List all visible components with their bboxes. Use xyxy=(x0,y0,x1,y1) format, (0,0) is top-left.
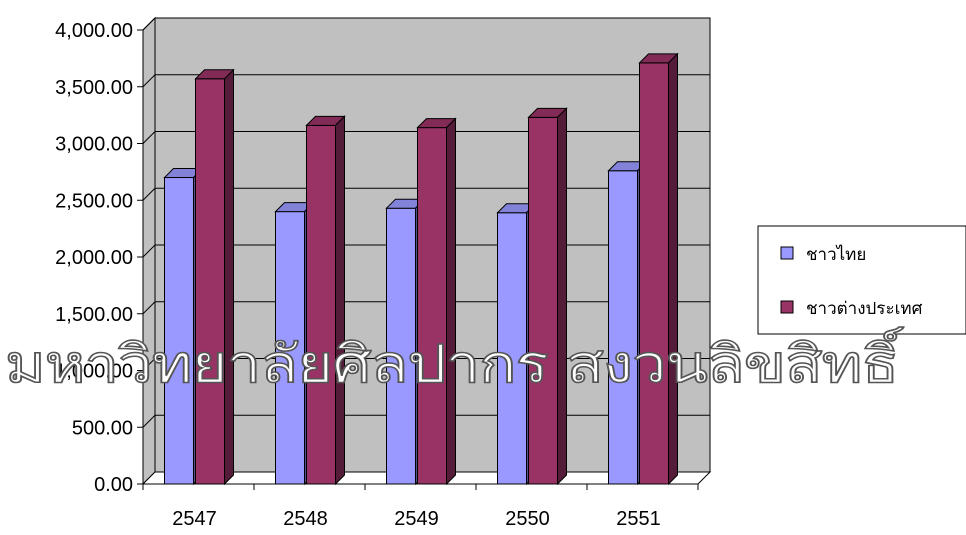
bar-front xyxy=(608,170,638,485)
legend-box xyxy=(757,225,966,335)
bars xyxy=(163,52,679,486)
bar-side xyxy=(446,117,456,486)
bar-front xyxy=(639,62,669,485)
bar-front xyxy=(417,127,447,485)
x-tick-label: 2551 xyxy=(616,508,661,530)
y-tick-label: 1,000.00 xyxy=(55,361,133,383)
bar-2551-foreign xyxy=(638,52,679,486)
y-axis-tick-labels: 0.00 500.00 1,000.00 1,500.00 2,000.00 2,500.… xyxy=(55,20,133,496)
bar-2550-foreign xyxy=(527,107,568,486)
bar-side xyxy=(335,115,345,486)
bar-side xyxy=(224,68,234,486)
y-tick-label: 4,000.00 xyxy=(55,20,133,42)
gridline xyxy=(142,74,710,88)
y-tick-label: 2,500.00 xyxy=(55,190,133,212)
y-tick-label: 3,000.00 xyxy=(55,134,133,156)
legend-swatch-thai xyxy=(780,246,794,260)
bar-2547-foreign xyxy=(194,68,235,486)
bar-side xyxy=(557,107,567,486)
bar-2549-foreign xyxy=(416,117,457,486)
legend-label-foreign: ชาวต่างประเทศ xyxy=(806,299,923,319)
y-tick-label: 3,500.00 xyxy=(55,77,133,99)
bar-side xyxy=(668,52,678,486)
y-tick-label: 500.00 xyxy=(72,417,133,439)
legend: ชาวไทย ชาวต่างประเทศ xyxy=(757,225,966,335)
y-tick-label: 1,500.00 xyxy=(55,304,133,326)
gridline xyxy=(142,17,710,31)
x-axis-tick-labels: 2547 2548 2549 2550 2551 xyxy=(172,508,661,530)
bar-front xyxy=(528,116,558,485)
bar-front xyxy=(497,212,527,485)
watermark-text: มหาวิทยาลัยศิลปากร สงวนลิขสิทธิ์ xyxy=(5,327,904,395)
gridline xyxy=(142,187,710,201)
y-tick-label: 2,000.00 xyxy=(55,247,133,269)
bar-front xyxy=(195,78,225,485)
bar-front xyxy=(164,177,194,485)
bar-front xyxy=(306,124,336,485)
x-tick-label: 2547 xyxy=(172,508,217,530)
x-tick-label: 2550 xyxy=(505,508,550,530)
x-tick-label: 2548 xyxy=(283,508,328,530)
legend-label-thai: ชาวไทย xyxy=(806,244,866,265)
y-tick-label: 0.00 xyxy=(94,474,133,496)
bar-2548-foreign xyxy=(305,115,346,486)
x-tick-label: 2549 xyxy=(394,508,439,530)
gridline xyxy=(142,131,710,144)
legend-swatch-foreign xyxy=(780,300,794,314)
